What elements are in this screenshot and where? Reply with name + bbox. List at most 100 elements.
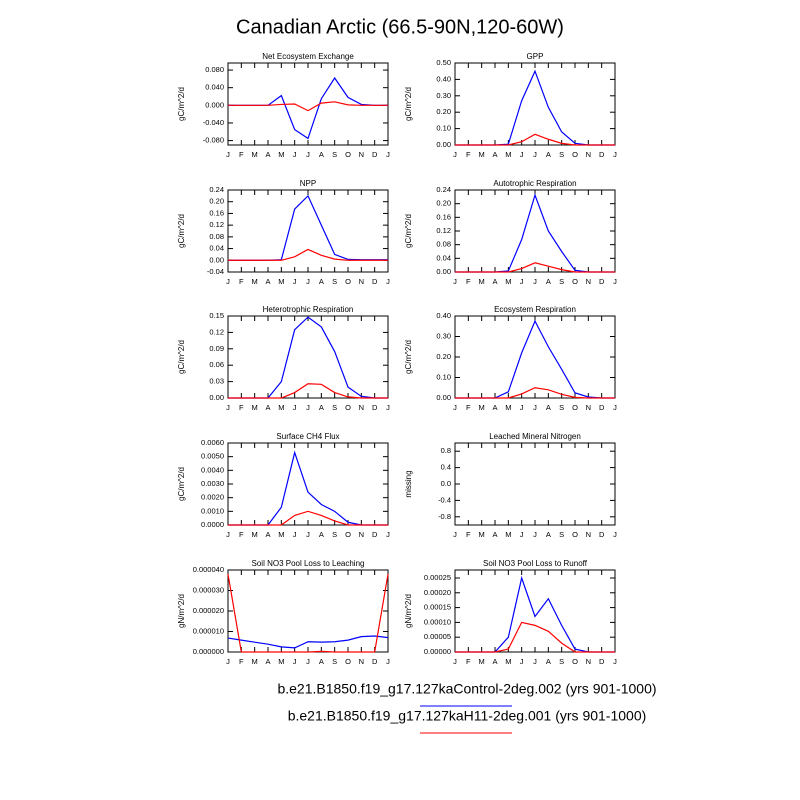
x-tick-label: M <box>479 403 485 412</box>
panel-title: Autotrophic Respiration <box>493 179 576 188</box>
series-line <box>455 575 615 653</box>
legend-label: b.e21.B1850.f19_g17.127kaControl-2deg.00… <box>277 681 656 697</box>
x-tick-label: A <box>319 403 324 412</box>
y-tick-label: 0.04 <box>209 244 224 253</box>
y-tick-label: 0.12 <box>209 327 224 336</box>
x-tick-label: F <box>239 657 244 666</box>
x-tick-label: J <box>293 277 297 286</box>
y-tick-label: 0.30 <box>436 91 451 100</box>
y-axis-label: gN/m^2/d <box>177 594 186 628</box>
y-tick-label: 0.00010 <box>424 617 451 626</box>
y-tick-label: 0.10 <box>436 124 451 133</box>
x-tick-label: F <box>466 530 471 539</box>
series-line <box>227 573 389 653</box>
x-tick-label: A <box>492 277 497 286</box>
panel-title: Leached Mineral Nitrogen <box>489 432 581 441</box>
plot-frame <box>227 442 389 526</box>
legend-label: b.e21.B1850.f19_g17.127kaH11-2deg.001 (y… <box>288 708 647 724</box>
x-tick-label: F <box>466 277 471 286</box>
x-tick-label: A <box>546 530 551 539</box>
x-tick-label: J <box>453 277 457 286</box>
y-tick-label: 0.0020 <box>201 493 224 502</box>
y-tick-label: 0.10 <box>436 372 451 381</box>
x-tick-label: D <box>372 403 378 412</box>
x-tick-label: O <box>345 657 351 666</box>
x-tick-label: S <box>559 403 564 412</box>
x-tick-label: S <box>332 657 337 666</box>
x-tick-label: F <box>466 150 471 159</box>
x-tick-label: J <box>533 530 537 539</box>
x-tick-label: O <box>572 403 578 412</box>
x-tick-label: O <box>572 150 578 159</box>
x-tick-label: J <box>453 403 457 412</box>
x-tick-label: S <box>332 150 337 159</box>
x-tick-label: D <box>599 530 605 539</box>
x-tick-label: M <box>278 657 284 666</box>
x-tick-label: M <box>252 150 258 159</box>
x-tick-label: J <box>613 530 617 539</box>
y-tick-label: 0.12 <box>436 226 451 235</box>
x-tick-label: J <box>520 403 524 412</box>
x-tick-label: F <box>239 277 244 286</box>
x-tick-label: N <box>586 530 591 539</box>
x-tick-label: A <box>265 530 270 539</box>
x-tick-label: J <box>533 657 537 666</box>
series-line <box>455 387 615 399</box>
y-tick-label: 0.080 <box>205 65 224 74</box>
y-tick-label: 0.00 <box>436 140 451 149</box>
y-tick-label: 0.06 <box>209 360 224 369</box>
x-tick-label: J <box>533 150 537 159</box>
series-line <box>455 262 615 273</box>
x-tick-label: O <box>345 277 351 286</box>
x-tick-label: J <box>386 150 390 159</box>
y-tick-label: 0.0060 <box>201 438 224 447</box>
x-tick-label: J <box>520 150 524 159</box>
series-line <box>228 248 388 261</box>
x-tick-label: O <box>345 403 351 412</box>
x-tick-label: S <box>559 657 564 666</box>
x-tick-label: M <box>252 277 258 286</box>
y-tick-label: 0.00015 <box>424 603 451 612</box>
x-tick-label: A <box>265 657 270 666</box>
x-tick-label: M <box>505 277 511 286</box>
x-tick-label: O <box>345 150 351 159</box>
y-tick-label: 0.0050 <box>201 452 224 461</box>
y-tick-label: 0.12 <box>209 220 224 229</box>
x-tick-label: M <box>278 403 284 412</box>
x-tick-label: J <box>226 277 230 286</box>
y-axis-label: gC/m^2/d <box>177 87 186 121</box>
plot-frame <box>454 442 616 526</box>
panel-title: Surface CH4 Flux <box>276 432 339 441</box>
x-tick-label: J <box>386 277 390 286</box>
x-tick-label: A <box>492 150 497 159</box>
x-tick-label: J <box>293 657 297 666</box>
series-line <box>455 133 615 146</box>
y-tick-label: 0.8 <box>441 446 451 455</box>
y-tick-label: 0.0 <box>441 479 451 488</box>
x-tick-label: D <box>599 403 605 412</box>
x-tick-label: J <box>306 403 310 412</box>
x-tick-label: J <box>453 657 457 666</box>
x-tick-label: M <box>479 530 485 539</box>
panel-title: Soil NO3 Pool Loss to Runoff <box>483 559 588 568</box>
x-tick-label: N <box>586 150 591 159</box>
x-tick-label: J <box>613 150 617 159</box>
x-tick-label: A <box>546 403 551 412</box>
x-tick-label: A <box>319 657 324 666</box>
y-axis-label: gC/m^2/d <box>404 340 413 374</box>
x-tick-label: J <box>293 403 297 412</box>
x-tick-label: S <box>332 277 337 286</box>
x-tick-label: A <box>265 277 270 286</box>
x-tick-label: M <box>505 657 511 666</box>
x-tick-label: M <box>479 150 485 159</box>
x-tick-label: J <box>453 530 457 539</box>
panel-title: Soil NO3 Pool Loss to Leaching <box>252 559 365 568</box>
x-tick-label: O <box>572 657 578 666</box>
figure-title: Canadian Arctic (66.5-90N,120-60W) <box>236 16 564 38</box>
x-tick-label: J <box>386 530 390 539</box>
x-tick-label: A <box>265 150 270 159</box>
x-tick-label: D <box>599 657 605 666</box>
y-tick-label: 0.00 <box>209 393 224 402</box>
x-tick-label: D <box>372 530 378 539</box>
